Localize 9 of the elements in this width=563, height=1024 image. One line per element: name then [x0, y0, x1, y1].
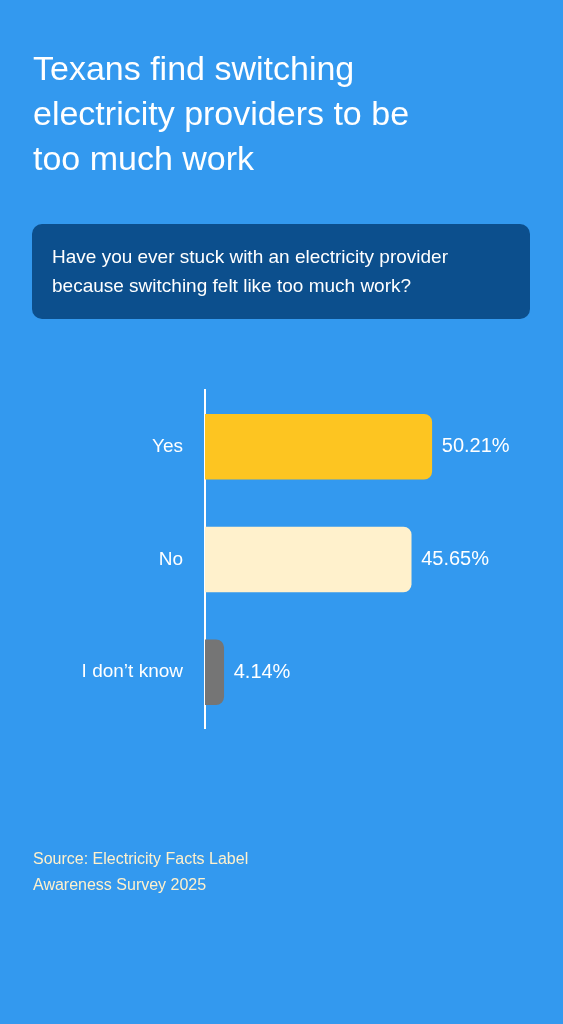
chart-title: Texans find switching electricity providers to be too much work — [33, 48, 411, 179]
chart-subtitle: Have you ever stuck with an electricity provider because switching felt like too much work? — [32, 224, 530, 319]
y-tick-label: Yes — [152, 435, 183, 456]
y-tick-label: I don’t know — [81, 660, 184, 682]
source-note: Source: Electricity Facts Label Awareness Survey 2025 — [33, 849, 250, 895]
data-label: 50.21% — [441, 434, 510, 457]
data-label: 4.14% — [233, 659, 291, 682]
y-tick-label: No — [158, 547, 183, 569]
data-label: 45.65% — [421, 547, 490, 570]
